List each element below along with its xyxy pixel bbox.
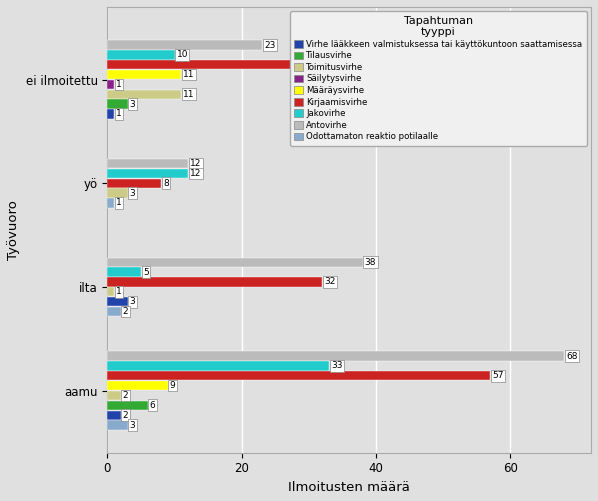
Bar (108, 169, 188, 178)
Bar (108, 90, 181, 99)
Bar (108, 100, 127, 109)
Text: 38: 38 (365, 258, 376, 267)
Bar (108, 159, 188, 168)
Bar (108, 410, 121, 420)
Text: 3: 3 (130, 420, 135, 429)
Bar (108, 351, 564, 361)
Bar (108, 198, 114, 207)
Bar (108, 70, 181, 79)
Bar (108, 401, 148, 410)
Text: 2: 2 (123, 411, 129, 420)
Bar (108, 109, 114, 119)
Bar (108, 381, 168, 390)
Bar (108, 268, 141, 277)
Text: 32: 32 (324, 278, 335, 287)
Legend: Virhe lääkkeen valmistuksessa tai käyttökuntoon saattamisessa, Tilausvirhe, Toim: Virhe lääkkeen valmistuksessa tai käyttö… (290, 11, 587, 146)
Bar (108, 287, 114, 297)
Text: 11: 11 (183, 70, 195, 79)
Text: 12: 12 (190, 159, 202, 168)
Text: 23: 23 (264, 41, 275, 50)
Text: 3: 3 (130, 297, 135, 306)
Bar (108, 50, 175, 60)
Text: 1: 1 (116, 198, 122, 207)
Bar (108, 361, 329, 371)
Text: 12: 12 (190, 169, 202, 178)
Bar (108, 178, 161, 188)
Text: 1: 1 (116, 110, 122, 119)
Text: 3: 3 (130, 100, 135, 109)
Y-axis label: Työvuoro: Työvuoro (7, 200, 20, 260)
Text: 10: 10 (176, 51, 188, 60)
Bar (108, 371, 490, 380)
Bar (108, 391, 121, 400)
Text: 11: 11 (183, 90, 195, 99)
Bar (108, 41, 262, 50)
Text: 3: 3 (130, 188, 135, 197)
Bar (108, 307, 121, 316)
Text: 6: 6 (150, 401, 155, 410)
Bar (108, 277, 322, 287)
Bar (108, 297, 127, 306)
Text: 57: 57 (492, 371, 504, 380)
Bar (108, 60, 416, 70)
Bar (108, 188, 127, 198)
Bar (108, 420, 127, 430)
Text: 8: 8 (163, 179, 169, 188)
Text: 2: 2 (123, 307, 129, 316)
Text: 33: 33 (331, 361, 343, 370)
Text: 2: 2 (123, 391, 129, 400)
Text: 68: 68 (566, 352, 578, 361)
Text: 9: 9 (170, 381, 176, 390)
Bar (108, 258, 362, 267)
Text: 1: 1 (116, 287, 122, 296)
Text: 1: 1 (116, 80, 122, 89)
Text: 5: 5 (143, 268, 149, 277)
Text: 46: 46 (419, 60, 430, 69)
Bar (108, 80, 114, 89)
X-axis label: Ilmoitusten määrä: Ilmoitusten määrä (288, 481, 410, 494)
